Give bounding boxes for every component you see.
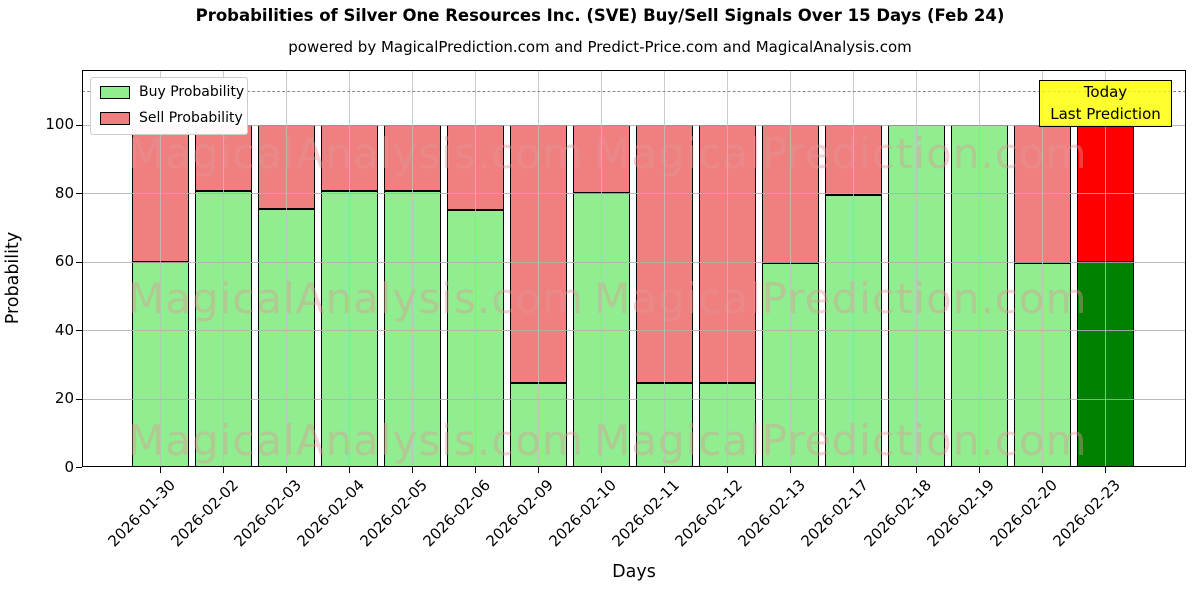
- x-tick-mark: [349, 467, 350, 473]
- x-tick-mark: [727, 467, 728, 473]
- gridline-v: [160, 70, 161, 467]
- gridline-v: [286, 70, 287, 467]
- x-tick-label-text: 2026-01-30: [104, 476, 179, 551]
- gridline-v: [727, 70, 728, 467]
- y-tick-mark: [76, 330, 82, 332]
- x-tick-label-text: 2026-02-02: [167, 476, 242, 551]
- gridline-v: [223, 70, 224, 467]
- x-tick-label-text: 2026-02-11: [608, 476, 683, 551]
- x-tick-mark: [286, 467, 287, 473]
- x-tick-label-text: 2026-02-13: [734, 476, 809, 551]
- gridline-v: [979, 70, 980, 467]
- x-tick-mark: [223, 467, 224, 473]
- x-tick-mark: [538, 467, 539, 473]
- x-tick-label-text: 2026-02-18: [860, 476, 935, 551]
- y-tick-label: 40: [54, 320, 74, 339]
- y-tick-mark: [76, 124, 82, 126]
- gridline-h: [82, 124, 1186, 126]
- buy-legend-swatch: [100, 85, 130, 99]
- legend-label: Sell Probability: [139, 110, 243, 126]
- x-tick-mark: [790, 467, 791, 473]
- x-tick-label-text: 2026-02-23: [1049, 476, 1124, 551]
- x-tick-label-text: 2026-02-10: [545, 476, 620, 551]
- gridline-v: [790, 70, 791, 467]
- gridline-v: [1105, 70, 1106, 467]
- y-tick-mark: [76, 467, 82, 468]
- x-tick-label-text: 2026-02-17: [797, 476, 872, 551]
- legend-label: Buy Probability: [139, 84, 245, 100]
- x-tick-mark: [1105, 467, 1106, 473]
- y-axis-label: Probability: [3, 231, 23, 325]
- legend: Buy Probability Sell Probability: [90, 77, 248, 135]
- y-tick-label: 0: [64, 457, 74, 476]
- gridline-v: [538, 70, 539, 467]
- x-tick-label-text: 2026-02-03: [230, 476, 305, 551]
- chart-subtitle: powered by MagicalPrediction.com and Pre…: [288, 38, 912, 56]
- gridline-v: [412, 70, 413, 467]
- y-tick-label: 80: [54, 183, 74, 202]
- y-tick-mark: [76, 398, 82, 400]
- today-annotation-line2: Last Prediction: [1050, 105, 1161, 123]
- x-tick-label-text: 2026-02-05: [356, 476, 431, 551]
- x-tick-mark: [1042, 467, 1043, 473]
- gridline-v: [853, 70, 854, 467]
- sell-legend-swatch: [100, 111, 130, 125]
- legend-item: Sell Probability: [100, 106, 247, 130]
- x-tick-label-text: 2026-02-04: [293, 476, 368, 551]
- y-tick-label: 60: [54, 252, 74, 271]
- x-tick-mark: [916, 467, 917, 473]
- y-tick-label: 20: [54, 389, 74, 408]
- gridline-v: [664, 70, 665, 467]
- legend-item: Buy Probability: [100, 80, 247, 104]
- x-tick-label-text: 2026-02-20: [986, 476, 1061, 551]
- y-tick-mark: [76, 193, 82, 195]
- gridline-h: [82, 261, 1186, 263]
- gridline-h: [82, 398, 1186, 400]
- x-tick-mark: [475, 467, 476, 473]
- x-tick-label-text: 2026-02-06: [419, 476, 494, 551]
- y-tick-label: 100: [45, 115, 74, 134]
- x-tick-mark: [664, 467, 665, 473]
- y-tick-mark: [76, 261, 82, 263]
- gridline-v: [916, 70, 917, 467]
- chart-title: Probabilities of Silver One Resources In…: [195, 6, 1005, 25]
- gridline-v: [349, 70, 350, 467]
- gridline-h: [82, 330, 1186, 332]
- gridline-h: [82, 193, 1186, 195]
- gridline-v: [475, 70, 476, 467]
- gridline-v: [1042, 70, 1043, 467]
- x-tick-mark: [601, 467, 602, 473]
- x-tick-mark: [979, 467, 980, 473]
- x-tick-mark: [160, 467, 161, 473]
- x-tick-label-text: 2026-02-09: [482, 476, 557, 551]
- x-axis-label: Days: [612, 562, 656, 582]
- dashed-threshold-line: [82, 90, 1186, 92]
- x-tick-mark: [412, 467, 413, 473]
- x-tick-label-text: 2026-02-19: [923, 476, 998, 551]
- x-tick-mark: [853, 467, 854, 473]
- today-annotation: Today Last Prediction: [1039, 80, 1172, 127]
- x-tick-label-text: 2026-02-12: [671, 476, 746, 551]
- gridline-v: [601, 70, 602, 467]
- today-annotation-line1: Today: [1083, 83, 1128, 101]
